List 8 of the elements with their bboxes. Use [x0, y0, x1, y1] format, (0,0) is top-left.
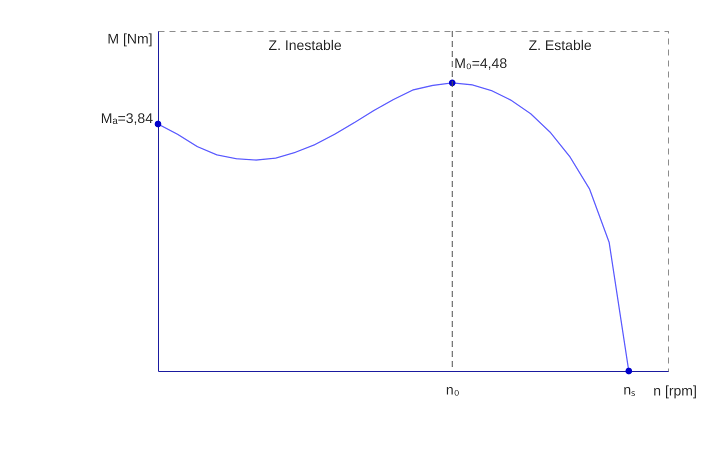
x-axis-title: n [rpm]	[653, 382, 697, 398]
x-tick-label: n₀	[446, 382, 460, 398]
text: Z. Estable	[528, 37, 592, 53]
y-axis-title: M [Nm]	[107, 30, 152, 46]
x-tick-label: nₛ	[623, 382, 636, 398]
data-label: Mₐ=3,84	[100, 110, 154, 126]
data-label: M₀=4,48	[454, 54, 508, 71]
text: Z. Inestable	[268, 37, 342, 53]
